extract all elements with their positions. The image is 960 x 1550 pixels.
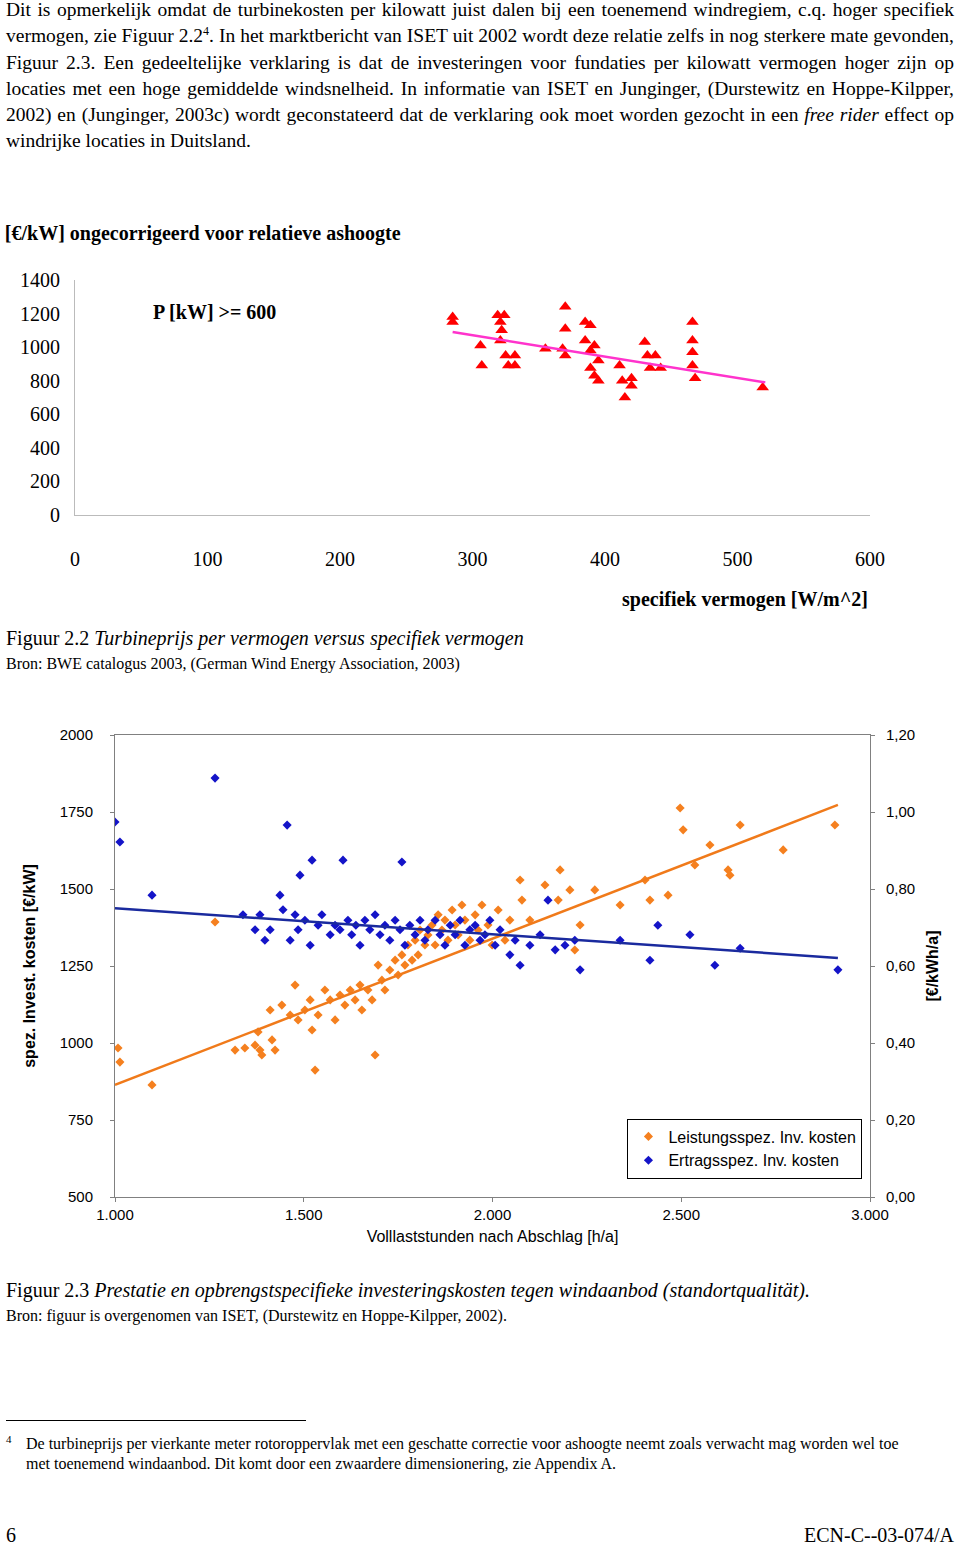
svg-text:1,00: 1,00 <box>886 803 915 820</box>
svg-text:1000: 1000 <box>60 1034 93 1051</box>
html-text:ECN-C--03-074/A: ECN-C--03-074/A <box>804 1524 954 1546</box>
svg-text:0: 0 <box>70 548 80 570</box>
svg-text:3.000: 3.000 <box>851 1206 889 1223</box>
svg-text:600: 600 <box>30 403 60 425</box>
svg-text:0: 0 <box>50 504 60 526</box>
svg-text:1000: 1000 <box>20 336 60 358</box>
svg-text:200: 200 <box>325 548 355 570</box>
svg-text:1200: 1200 <box>20 303 60 325</box>
svg-text:2.500: 2.500 <box>662 1206 700 1223</box>
svg-text:1250: 1250 <box>60 957 93 974</box>
svg-text:0,40: 0,40 <box>886 1034 915 1051</box>
svg-text:0,80: 0,80 <box>886 880 915 897</box>
html-text:Bron: figuur is overgenomen va: Bron: figuur is overgenomen van ISET, (D… <box>6 1307 507 1324</box>
svg-text:specifiek vermogen [W/m^2]: specifiek vermogen [W/m^2] <box>622 588 868 611</box>
svg-text:800: 800 <box>30 370 60 392</box>
svg-text:200: 200 <box>30 470 60 492</box>
svg-text:750: 750 <box>68 1111 93 1128</box>
svg-text:100: 100 <box>193 548 223 570</box>
svg-text:Volllaststunden nach Abschlag: Volllaststunden nach Abschlag [h/a] <box>367 1228 619 1245</box>
svg-text:400: 400 <box>590 548 620 570</box>
svg-text:Ertragsspez. Inv. kosten: Ertragsspez. Inv. kosten <box>668 1152 838 1169</box>
svg-text:2.000: 2.000 <box>474 1206 512 1223</box>
svg-text:P [kW] >= 600: P [kW] >= 600 <box>153 301 276 323</box>
svg-text:1750: 1750 <box>60 803 93 820</box>
html-text:6: 6 <box>6 1524 16 1546</box>
svg-text:1500: 1500 <box>60 880 93 897</box>
html-text:4. In het marktbericht van ISE: 4. In het marktbericht van ISET uit 2002… <box>6 23 954 152</box>
svg-text:600: 600 <box>855 548 885 570</box>
svg-text:0,60: 0,60 <box>886 957 915 974</box>
html-text:Dit is opmerkelijk omdat de tu: Dit is opmerkelijk omdat de turbinekoste… <box>6 0 954 47</box>
svg-text:0,00: 0,00 <box>886 1188 915 1205</box>
svg-text:1400: 1400 <box>20 269 60 291</box>
svg-text:2000: 2000 <box>60 726 93 743</box>
svg-text:[€/kW] ongecorrigeerd voor rel: [€/kW] ongecorrigeerd voor relatieve ash… <box>5 222 401 245</box>
svg-text:spez. Invest. kosten [€/kW]: spez. Invest. kosten [€/kW] <box>21 864 38 1068</box>
svg-text:1.500: 1.500 <box>285 1206 323 1223</box>
svg-text:500: 500 <box>723 548 753 570</box>
html-text:Figuur 2.3 Prestatie en opbren: Figuur 2.3 Prestatie en opbrengstspecifi… <box>6 1279 810 1301</box>
svg-text:Leistungsspez. Inv. kosten: Leistungsspez. Inv. kosten <box>668 1129 855 1146</box>
html-text:Figuur 2.2 Turbineprijs per ve: Figuur 2.2 Turbineprijs per vermogen ver… <box>6 627 524 649</box>
svg-text:0,20: 0,20 <box>886 1111 915 1128</box>
svg-text:400: 400 <box>30 437 60 459</box>
svg-text:1,20: 1,20 <box>886 726 915 743</box>
html-text:4: 4 <box>6 1433 12 1445</box>
svg-text:300: 300 <box>458 548 488 570</box>
svg-text:1.000: 1.000 <box>96 1206 134 1223</box>
svg-text:500: 500 <box>68 1188 93 1205</box>
svg-text:[€/kWh/a]: [€/kWh/a] <box>924 930 941 1001</box>
html-text:De turbineprijs per vierkante: De turbineprijs per vierkante meter roto… <box>26 1435 899 1472</box>
html-text:Bron: BWE catalogus 2003, (Ger: Bron: BWE catalogus 2003, (German Wind E… <box>6 655 460 672</box>
